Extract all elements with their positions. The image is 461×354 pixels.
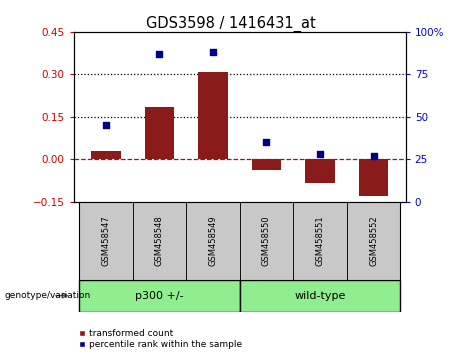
Point	[156, 51, 163, 57]
Bar	[91, 152, 121, 159]
Text: wild-type: wild-type	[294, 291, 346, 301]
Point	[209, 50, 217, 55]
Text: GSM458549: GSM458549	[208, 215, 218, 266]
Text: GDS3598 / 1416431_at: GDS3598 / 1416431_at	[146, 16, 315, 32]
Bar	[198, 72, 228, 159]
Point	[263, 139, 270, 145]
Bar	[252, 159, 281, 170]
Text: GSM458551: GSM458551	[315, 215, 325, 266]
Bar	[133, 202, 186, 280]
Bar	[359, 159, 388, 196]
Point	[316, 152, 324, 157]
Bar	[240, 202, 293, 280]
Text: GSM458550: GSM458550	[262, 215, 271, 266]
Text: GSM458548: GSM458548	[155, 215, 164, 266]
Text: GSM458552: GSM458552	[369, 215, 378, 266]
Point	[370, 153, 377, 159]
Legend: transformed count, percentile rank within the sample: transformed count, percentile rank withi…	[78, 329, 242, 349]
Bar	[293, 202, 347, 280]
Point	[102, 122, 110, 128]
Bar	[305, 159, 335, 183]
Text: genotype/variation: genotype/variation	[5, 291, 91, 300]
Bar	[145, 107, 174, 159]
Text: p300 +/-: p300 +/-	[135, 291, 184, 301]
Bar	[347, 202, 400, 280]
Bar	[79, 280, 240, 312]
Text: GSM458547: GSM458547	[101, 215, 110, 266]
Bar	[79, 202, 133, 280]
Bar	[240, 280, 400, 312]
Bar	[186, 202, 240, 280]
